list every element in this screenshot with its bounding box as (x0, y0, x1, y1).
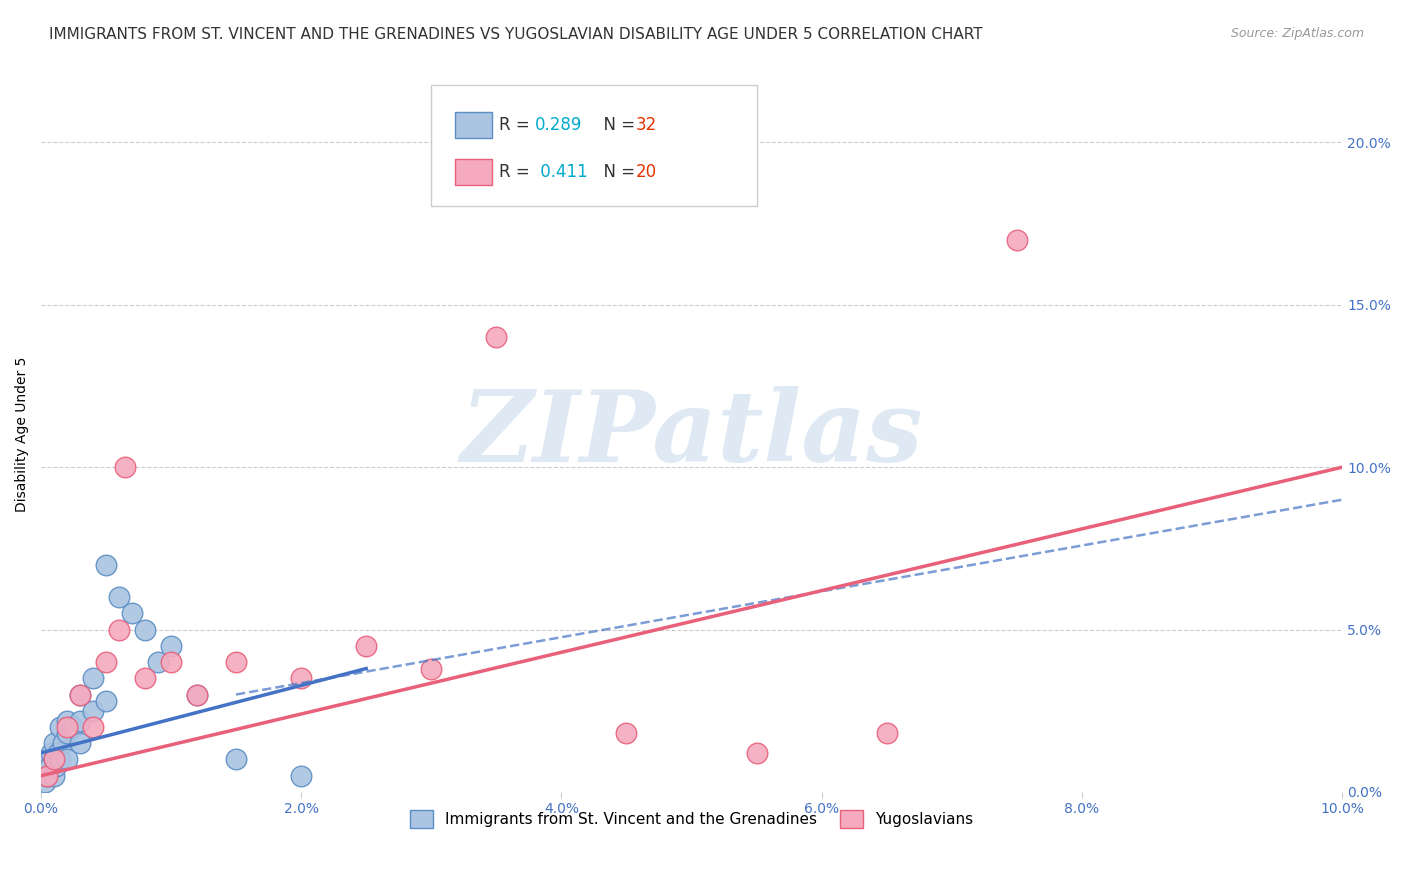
Point (42, 769, 65, 783)
FancyBboxPatch shape (454, 112, 492, 138)
Point (108, 623, 131, 637)
Point (225, 752, 247, 766)
Point (82, 720, 104, 734)
Text: 20: 20 (636, 162, 657, 181)
Point (94, 655, 117, 669)
Y-axis label: Disability Age Under 5: Disability Age Under 5 (15, 357, 30, 512)
Text: 0.289: 0.289 (536, 116, 582, 135)
Point (62, 720, 84, 734)
Text: IMMIGRANTS FROM ST. VINCENT AND THE GRENADINES VS YUGOSLAVIAN DISABILITY AGE UND: IMMIGRANTS FROM ST. VINCENT AND THE GREN… (49, 27, 983, 42)
Point (37, 769, 59, 783)
Point (108, 590, 131, 604)
Point (56, 726, 79, 740)
Text: N =: N = (592, 162, 640, 181)
Point (354, 639, 377, 653)
Text: 0.411: 0.411 (536, 162, 588, 181)
Point (134, 671, 156, 685)
Text: 32: 32 (636, 116, 657, 135)
Point (69, 736, 91, 750)
Text: ZIPatlas: ZIPatlas (460, 386, 922, 483)
Text: R =: R = (499, 116, 534, 135)
Point (616, 726, 638, 740)
Text: R =: R = (499, 162, 534, 181)
Point (45, 759, 67, 773)
Text: Source: ZipAtlas.com: Source: ZipAtlas.com (1230, 27, 1364, 40)
Legend: Immigrants from St. Vincent and the Grenadines, Yugoslavians: Immigrants from St. Vincent and the Gren… (404, 804, 980, 834)
Point (39, 746, 62, 760)
Point (56, 752, 79, 766)
Point (160, 639, 183, 653)
Point (82, 671, 104, 685)
Point (37, 769, 59, 783)
Point (134, 623, 156, 637)
Point (121, 607, 143, 621)
Point (42, 736, 65, 750)
Point (42, 752, 65, 766)
FancyBboxPatch shape (454, 159, 492, 185)
Point (39, 759, 62, 773)
Point (69, 688, 91, 702)
Point (146, 655, 169, 669)
Point (46, 746, 69, 760)
Point (52, 736, 75, 750)
Point (485, 330, 508, 344)
Point (1005, 233, 1028, 247)
Point (69, 688, 91, 702)
FancyBboxPatch shape (432, 85, 756, 206)
Point (225, 655, 247, 669)
Point (186, 688, 208, 702)
Point (37, 752, 59, 766)
Point (290, 769, 312, 783)
Point (56, 720, 79, 734)
Point (745, 746, 768, 760)
Point (69, 714, 91, 728)
Point (42, 752, 65, 766)
Text: N =: N = (592, 116, 640, 135)
Point (876, 726, 898, 740)
Point (114, 460, 136, 475)
Point (420, 661, 443, 675)
Point (49, 720, 72, 734)
Point (186, 688, 208, 702)
Point (56, 714, 79, 728)
Point (94, 694, 117, 708)
Point (160, 655, 183, 669)
Point (290, 671, 312, 685)
Point (49, 752, 72, 766)
Point (94, 558, 117, 572)
Point (82, 704, 104, 718)
Point (34, 775, 56, 789)
